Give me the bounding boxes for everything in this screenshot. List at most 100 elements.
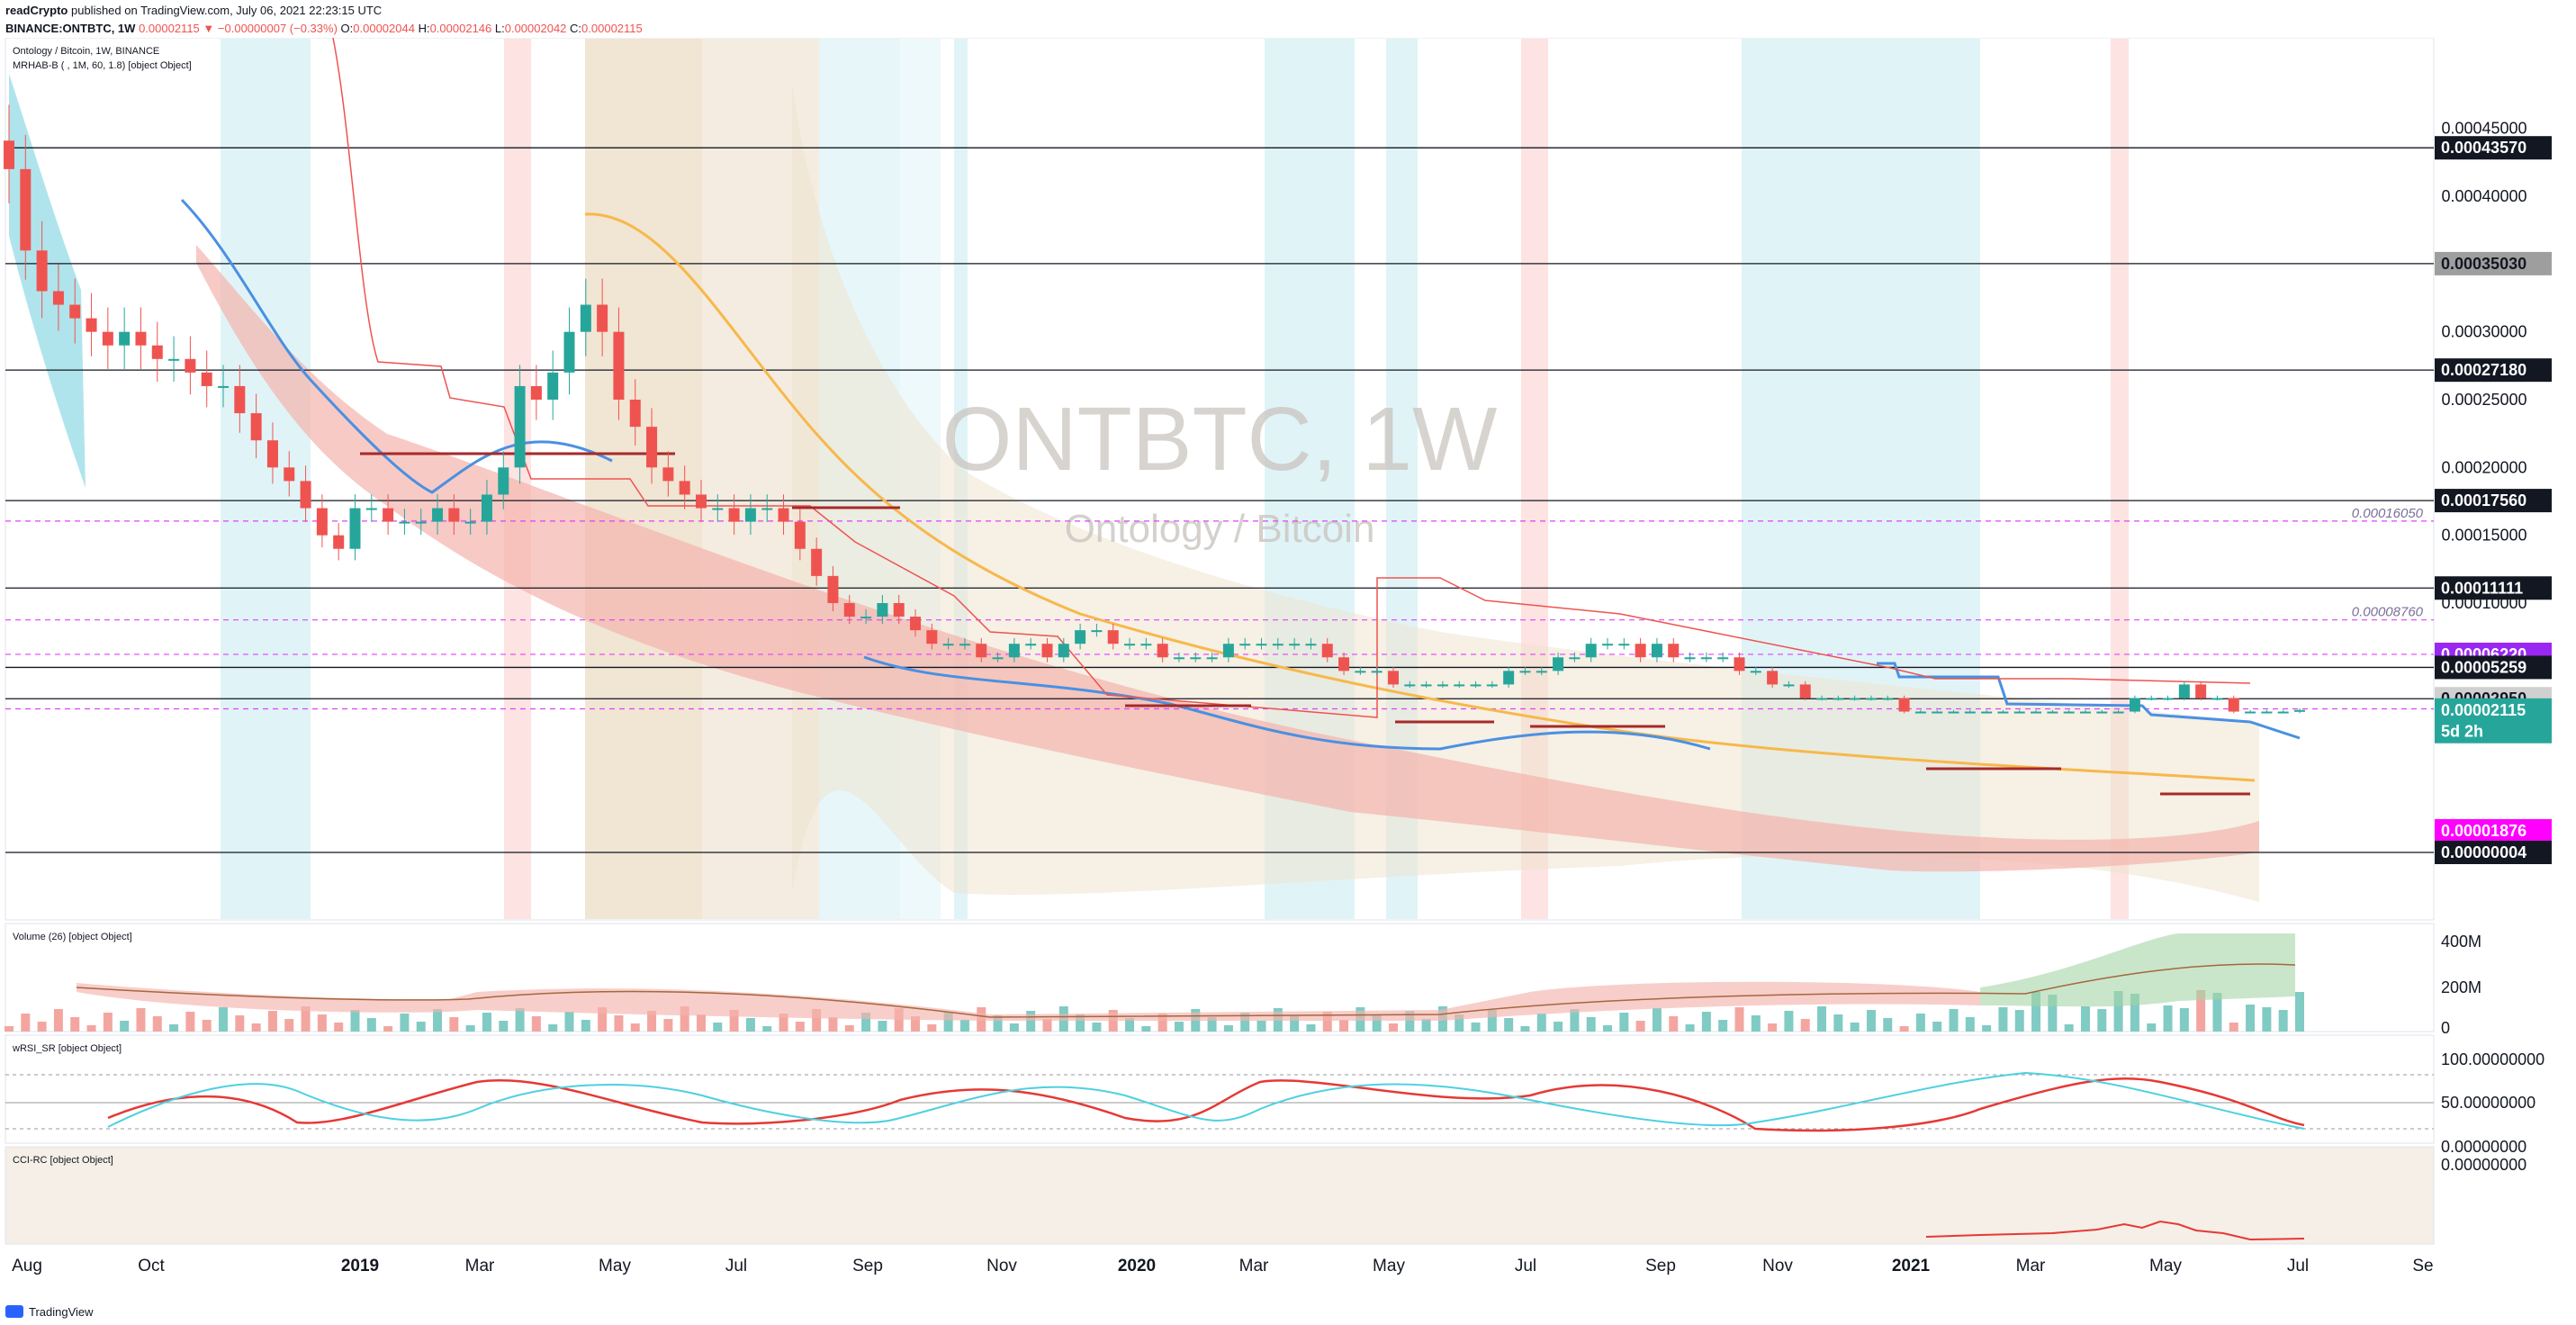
candle-body[interactable] [481, 494, 492, 522]
candle-body[interactable] [860, 617, 872, 619]
candle-body[interactable] [1025, 644, 1037, 646]
symbol-label[interactable]: BINANCE:ONTBTC, 1W [5, 22, 136, 35]
time-axis[interactable]: Aug Oct 2019 Mar May Jul Sep Nov 2020 Mar May Jul Se… [12, 1257, 2434, 1275]
candle-body[interactable] [1635, 644, 1646, 658]
candle-body[interactable] [2129, 698, 2140, 712]
candle-body[interactable] [2245, 711, 2256, 714]
candle-body[interactable] [843, 603, 855, 617]
candle-body[interactable] [1256, 644, 1267, 646]
candle-body[interactable] [514, 385, 526, 468]
candle-body[interactable] [185, 358, 196, 373]
candle-body[interactable] [827, 575, 839, 603]
candle-body[interactable] [1437, 684, 1448, 687]
candle-body[interactable] [1618, 644, 1630, 646]
candle-body[interactable] [448, 508, 460, 522]
candle-body[interactable] [2063, 711, 2075, 714]
candle-body[interactable] [86, 318, 97, 332]
candle-body[interactable] [498, 467, 509, 495]
candle-body[interactable] [349, 508, 361, 549]
candle-body[interactable] [2195, 684, 2207, 699]
candle-body[interactable] [2211, 698, 2223, 700]
candle-body[interactable] [1486, 684, 1498, 687]
candle-body[interactable] [2178, 684, 2190, 699]
candle-body[interactable] [1799, 684, 1811, 699]
candle-body[interactable] [563, 331, 575, 373]
candle-body[interactable] [547, 372, 559, 400]
author-name[interactable]: readCrypto [5, 4, 68, 17]
candle-body[interactable] [1816, 698, 1828, 700]
candle-body[interactable] [2112, 711, 2124, 714]
candle-body[interactable] [1651, 644, 1662, 658]
candle-body[interactable] [284, 467, 295, 482]
candle-body[interactable] [36, 250, 48, 292]
candle-body[interactable] [2162, 698, 2174, 700]
candle-body[interactable] [679, 481, 690, 495]
candle-body[interactable] [2277, 711, 2289, 714]
candle-body[interactable] [744, 508, 756, 522]
candle-body[interactable] [399, 521, 410, 524]
candle-body[interactable] [926, 630, 938, 644]
candle-body[interactable] [1272, 644, 1283, 646]
candle-body[interactable] [794, 521, 806, 549]
candle-body[interactable] [1932, 711, 1943, 714]
candle-body[interactable] [1833, 698, 1844, 700]
candle-body[interactable] [1058, 644, 1069, 658]
chart-canvas[interactable]: ONTBTC, 1W Ontology / Bitcoin 0.00016050… [0, 38, 2576, 1298]
candle-body[interactable] [2294, 709, 2305, 712]
candle-body[interactable] [316, 508, 328, 536]
candle-body[interactable] [1981, 711, 1993, 714]
candle-body[interactable] [1882, 698, 1894, 700]
candle-body[interactable] [976, 644, 987, 658]
candle-body[interactable] [1569, 657, 1581, 660]
candle-body[interactable] [52, 291, 64, 305]
candle-body[interactable] [1321, 644, 1333, 658]
candle-body[interactable] [218, 385, 230, 388]
candle-body[interactable] [333, 535, 345, 549]
candle-body[interactable] [1222, 644, 1234, 658]
candle-body[interactable] [1387, 671, 1399, 685]
candle-body[interactable] [250, 413, 262, 441]
candle-body[interactable] [778, 508, 789, 522]
candle-body[interactable] [1289, 644, 1301, 646]
candle-body[interactable] [1305, 644, 1317, 646]
candle-body[interactable] [415, 521, 427, 524]
candle-body[interactable] [1717, 657, 1729, 660]
candle-body[interactable] [383, 508, 394, 522]
candle-body[interactable] [1239, 644, 1251, 646]
candle-body[interactable] [1865, 698, 1877, 700]
candle-body[interactable] [530, 385, 542, 400]
candle-body[interactable] [135, 331, 147, 346]
candle-body[interactable] [1700, 657, 1712, 660]
candle-body[interactable] [811, 548, 823, 576]
candle-body[interactable] [992, 657, 1004, 660]
candle-body[interactable] [1124, 644, 1136, 646]
candle-body[interactable] [69, 304, 81, 319]
candle-body[interactable] [1914, 711, 1926, 714]
candle-body[interactable] [1997, 711, 2009, 714]
candle-body[interactable] [2261, 711, 2273, 714]
candle-body[interactable] [1140, 644, 1152, 646]
candle-body[interactable] [761, 508, 773, 510]
candle-body[interactable] [1585, 644, 1597, 658]
candle-body[interactable] [20, 168, 32, 251]
candle-body[interactable] [1898, 698, 1910, 712]
candle-body[interactable] [1553, 657, 1564, 672]
candle-body[interactable] [942, 644, 954, 646]
candle-body[interactable] [365, 508, 377, 510]
candle-body[interactable] [1602, 644, 1614, 646]
candle-body[interactable] [1404, 684, 1416, 687]
candle-body[interactable] [728, 508, 740, 522]
candle-body[interactable] [1734, 657, 1745, 672]
candle-body[interactable] [1750, 671, 1761, 673]
candlestick-series[interactable] [4, 104, 2305, 714]
candle-body[interactable] [662, 467, 674, 482]
candle-body[interactable] [2079, 711, 2091, 714]
candle-body[interactable] [266, 440, 278, 468]
candle-body[interactable] [1206, 657, 1218, 660]
candle-body[interactable] [1503, 671, 1515, 685]
candle-body[interactable] [1536, 671, 1547, 673]
candle-body[interactable] [119, 331, 131, 346]
candle-body[interactable] [1470, 684, 1482, 687]
candle-body[interactable] [1338, 657, 1350, 672]
candle-body[interactable] [201, 372, 212, 386]
